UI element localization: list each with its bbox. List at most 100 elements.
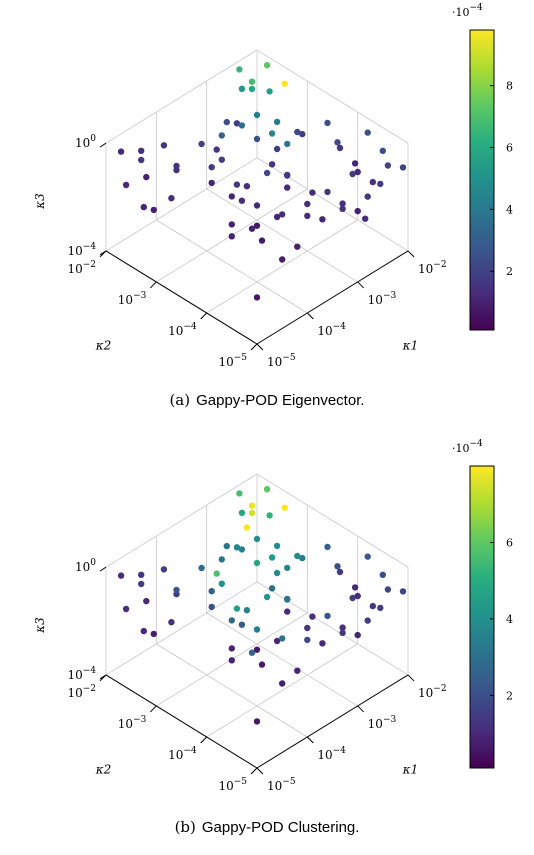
scatter-points [117, 486, 407, 725]
scatter-point [143, 173, 150, 181]
scatter-point [268, 130, 276, 137]
panel-eigenvector: 10−5 10−4 10−3 10−2 10−5 10−4 10−3 10−2 10−4 100 κ… [33, 3, 513, 409]
scatter-point [233, 120, 241, 127]
scatter-point [281, 80, 288, 87]
z-axis-label: κ3 [33, 193, 47, 210]
grid-line [206, 643, 358, 738]
scatter-point [143, 597, 150, 605]
colorbar-tick-label: 8 [506, 80, 513, 93]
scatter-point [379, 147, 386, 154]
figure-caption: (a) Gappy-POD Eigenvector. [169, 391, 364, 409]
scatter-point [304, 624, 311, 632]
scatter-point [349, 170, 356, 178]
scatter-point [208, 603, 215, 611]
colorbar-tick-label: 6 [506, 142, 513, 155]
scatter-point [198, 140, 205, 148]
scatter-point [399, 588, 407, 595]
y-axis-label: κ2 [95, 762, 112, 776]
scatter-point [379, 571, 386, 578]
scatter-point [369, 602, 376, 610]
scatter-point [160, 566, 168, 573]
grid-line [256, 581, 409, 676]
scatter-point [384, 586, 392, 593]
scatter-point [294, 128, 301, 136]
x-axis-line [256, 250, 409, 345]
scatter-point [223, 118, 230, 126]
scatter-point [273, 637, 281, 645]
scatter-point [284, 171, 291, 179]
x-tick-mark [306, 312, 314, 320]
scatter-point [253, 626, 261, 633]
scatter-point [284, 184, 291, 191]
axes [99, 566, 415, 775]
scatter-point [351, 584, 359, 591]
scatter-point [243, 183, 251, 190]
z-tick-mark [99, 250, 107, 256]
colorbar: ·10−4 2 4 6 [452, 439, 513, 769]
scatter-point [284, 608, 291, 615]
y-tick-mark [250, 343, 258, 351]
scatter-point [208, 588, 215, 595]
z-tick-mark [99, 566, 107, 572]
scatter-point [279, 635, 286, 642]
scatter-point [218, 580, 225, 587]
scatter-point [248, 649, 256, 656]
y-tick-label: 10−4 [168, 746, 197, 762]
scatter-point [238, 621, 246, 628]
grid-line [105, 581, 258, 676]
scatter-point [258, 237, 266, 244]
y-tick-mark [149, 705, 157, 713]
colorbar-tick-label: 2 [506, 689, 513, 702]
scatter-point [238, 546, 246, 553]
panel-clustering: 10−5 10−4 10−3 10−2 10−5 10−4 10−3 10−2 10−4 100 κ… [33, 439, 513, 836]
scatter-point [354, 592, 361, 600]
grid-line [156, 219, 308, 314]
scatter-point [253, 222, 261, 229]
scatter-point [284, 595, 291, 603]
scatter-point [299, 554, 306, 562]
scatter-point [228, 233, 235, 240]
scatter-point [364, 553, 371, 560]
scatter-point [208, 164, 215, 171]
scatter-point [233, 181, 241, 188]
y-tick-mark [200, 312, 208, 320]
scatter-point [336, 144, 344, 152]
grid-line [256, 49, 409, 144]
grid-line [206, 188, 358, 283]
scatter-point [168, 619, 175, 626]
z-tick-label: 100 [75, 558, 96, 574]
scatter-point [253, 646, 261, 653]
y-tick-label: 10−4 [168, 322, 197, 338]
grid-lines [105, 49, 409, 314]
scatter-point [228, 645, 235, 652]
x-tick-label: 10−5 [267, 353, 296, 369]
scatter-point [299, 130, 306, 138]
scatter-point [324, 119, 331, 127]
figure-caption: (b) Gappy-POD Clustering. [175, 818, 360, 836]
scatter-point [263, 486, 271, 493]
scatter-point [248, 78, 256, 85]
scatter-point [253, 135, 261, 143]
scatter-point [138, 571, 145, 578]
y-tick-label: 10−2 [67, 684, 96, 700]
x-axis-line [256, 674, 409, 769]
colorbar-tick-label: 2 [506, 265, 513, 278]
scatter-point [284, 140, 291, 148]
grid-lines [105, 473, 409, 738]
scatter-point [279, 680, 286, 687]
scatter-point [117, 572, 125, 579]
scatter-point [273, 213, 281, 221]
y-tick-mark [200, 736, 208, 744]
x-tick-label: 10−2 [418, 684, 447, 700]
scatter-point [273, 569, 281, 577]
scatter-point [253, 718, 261, 725]
colorbar-tick-label: 6 [506, 536, 513, 549]
x-tick-label: 10−5 [267, 777, 296, 793]
scatter-point [122, 181, 130, 189]
y-tick-label: 10−5 [218, 353, 247, 369]
x-tick-mark [306, 736, 314, 744]
scatter-point [364, 129, 371, 136]
x-tick-mark [357, 281, 365, 289]
x-tick-mark [407, 250, 415, 258]
scatter-point [208, 179, 215, 187]
